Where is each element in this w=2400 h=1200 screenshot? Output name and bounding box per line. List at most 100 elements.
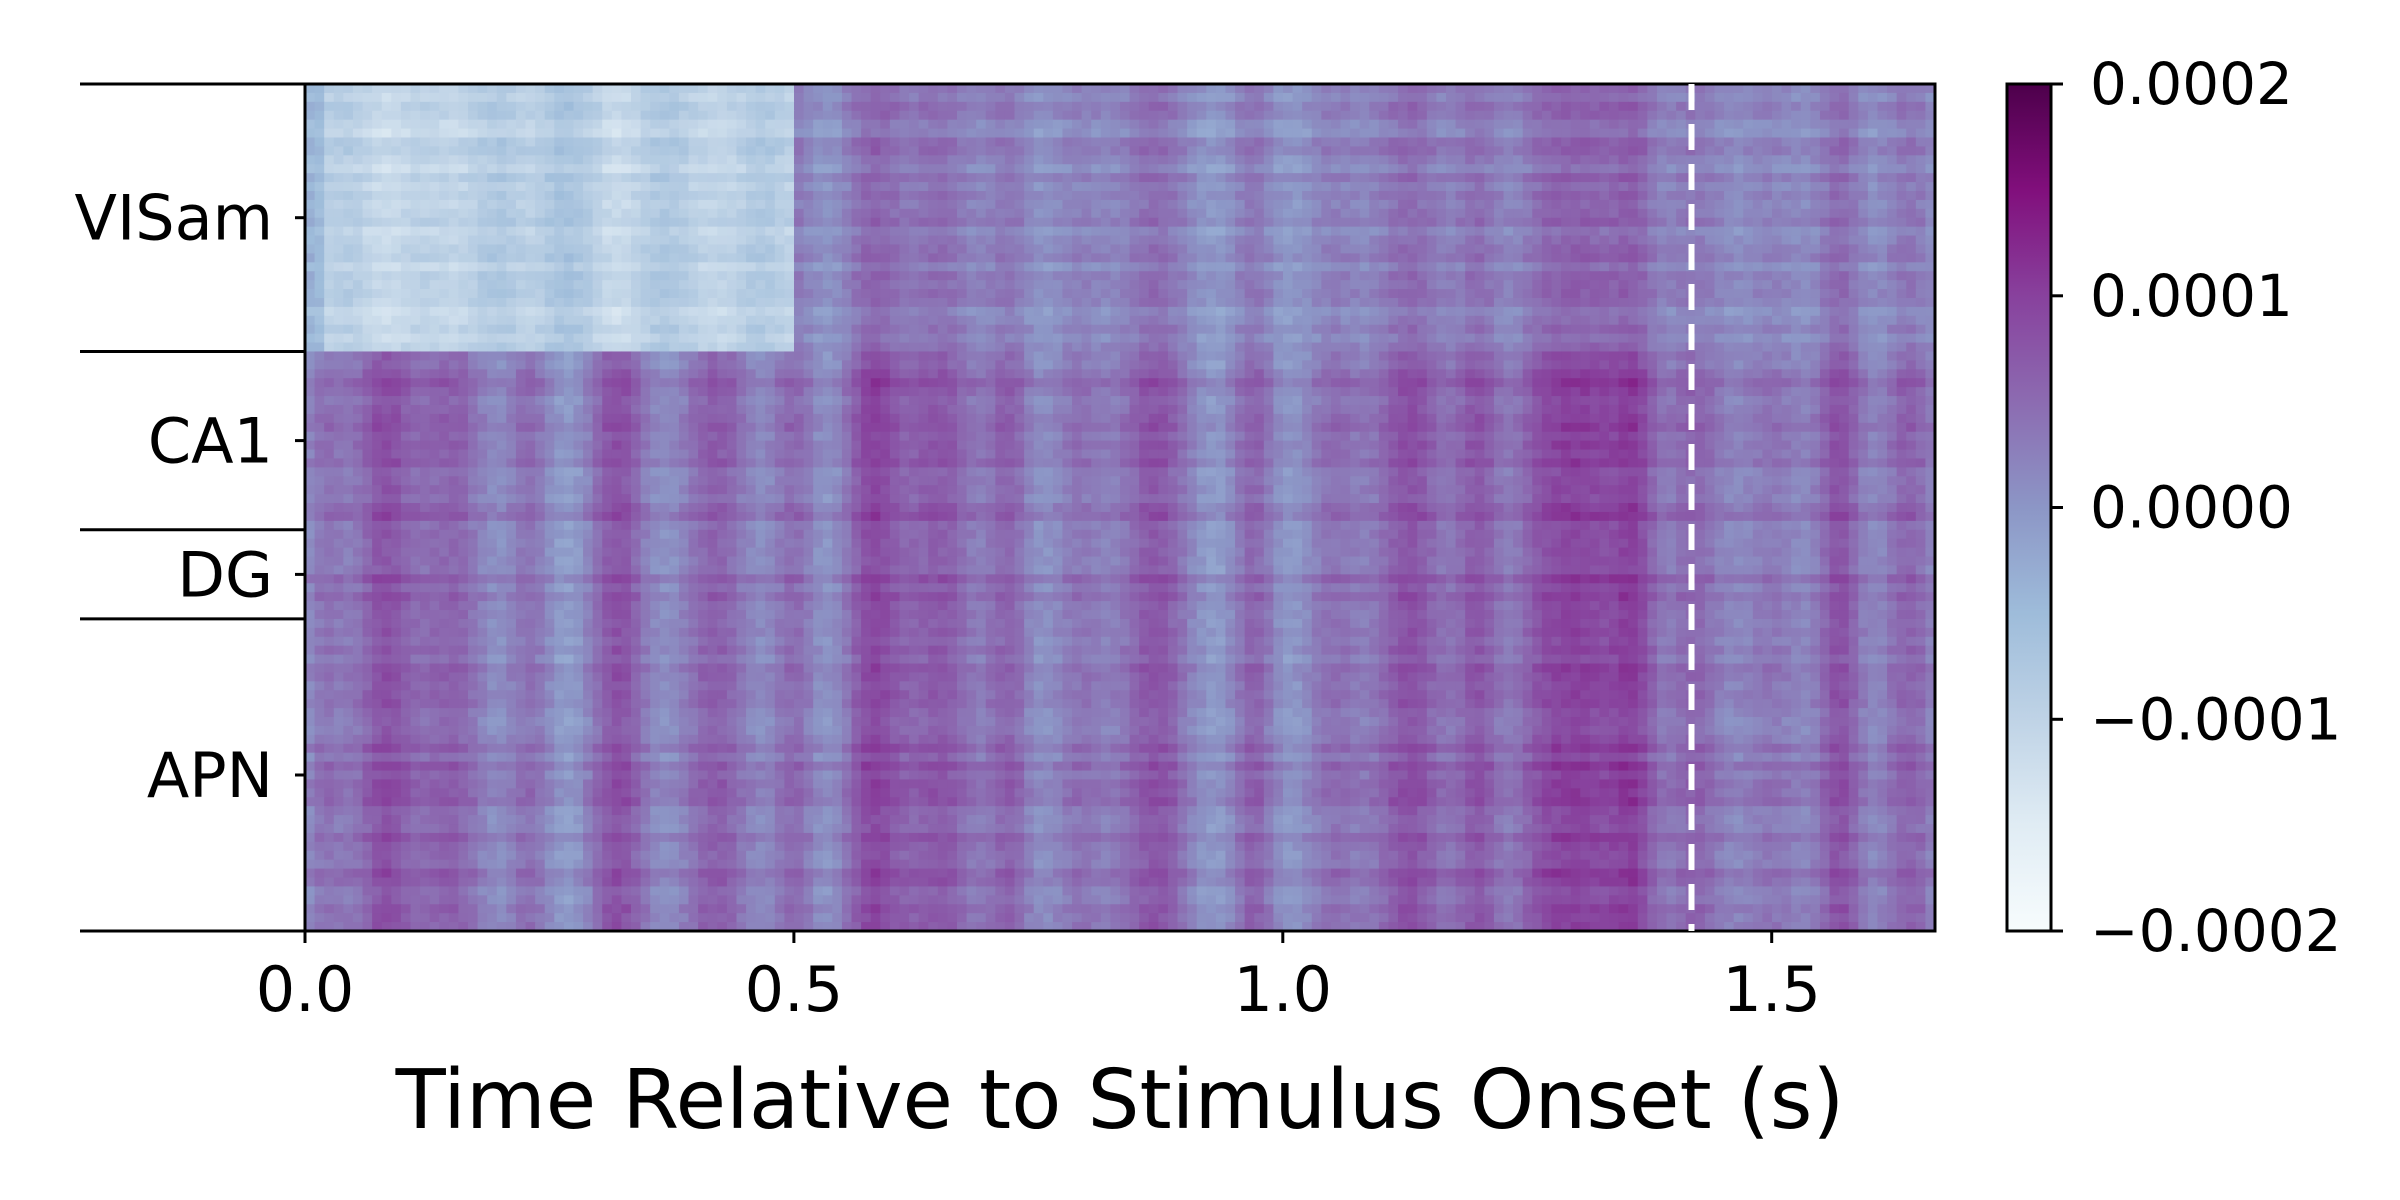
heatmap-cell — [1139, 333, 1150, 344]
heatmap-cell — [1273, 262, 1284, 272]
heatmap-cell — [1388, 101, 1399, 112]
heatmap-cell — [487, 128, 498, 139]
heatmap-cell — [1225, 101, 1236, 112]
heatmap-cell — [1196, 110, 1207, 121]
heatmap-cell — [1858, 217, 1869, 228]
heatmap-cell — [1446, 306, 1457, 317]
heatmap-cell — [1465, 262, 1476, 272]
heatmap-cell — [1743, 92, 1754, 103]
heatmap-cell — [870, 92, 881, 103]
heatmap-cell — [1302, 253, 1313, 263]
heatmap-cell — [1819, 84, 1831, 94]
heatmap-cell — [305, 199, 316, 210]
heatmap-cell — [420, 101, 431, 112]
heatmap-cell — [1666, 110, 1677, 121]
heatmap-cell — [746, 262, 757, 272]
heatmap-cell — [554, 110, 565, 121]
heatmap-cell — [372, 164, 383, 174]
heatmap-cell — [966, 253, 977, 263]
heatmap-cell — [1225, 280, 1236, 290]
heatmap-cell — [544, 110, 555, 121]
heatmap-cell — [841, 217, 853, 228]
heatmap-cell — [1283, 119, 1294, 130]
heatmap-cell — [1129, 262, 1140, 272]
heatmap-cell — [1052, 235, 1064, 246]
heatmap-cell — [1072, 324, 1083, 335]
heatmap-cell — [822, 297, 833, 308]
heatmap-cell — [1369, 244, 1380, 254]
heatmap-cell — [1436, 235, 1447, 246]
heatmap-cell — [1829, 199, 1840, 210]
heatmap-cell — [1522, 253, 1533, 263]
heatmap-cell — [1819, 324, 1831, 335]
heatmap-cell — [1091, 84, 1102, 94]
heatmap-cell — [1043, 217, 1054, 228]
heatmap-cell — [1810, 226, 1821, 237]
heatmap-cell — [899, 289, 910, 299]
heatmap-cell — [1618, 306, 1629, 317]
heatmap-cell — [746, 315, 757, 326]
heatmap-cell — [1618, 182, 1629, 192]
heatmap-cell — [985, 306, 996, 317]
heatmap-cell — [1800, 271, 1811, 281]
heatmap-cell — [659, 137, 670, 148]
heatmap-cell — [372, 137, 383, 148]
heatmap-cell — [487, 146, 498, 156]
heatmap-cell — [976, 164, 987, 174]
heatmap-cell — [1148, 226, 1159, 237]
heatmap-cell — [506, 324, 517, 335]
heatmap-cell — [468, 324, 479, 335]
heatmap-cell — [1484, 190, 1495, 201]
heatmap-cell — [381, 226, 392, 237]
heatmap-cell — [1522, 173, 1533, 183]
heatmap-cell — [621, 155, 632, 165]
heatmap-cell — [1503, 315, 1514, 326]
heatmap-cell — [1628, 271, 1639, 281]
heatmap-cell — [889, 333, 901, 344]
heatmap-cell — [458, 342, 469, 353]
heatmap-cell — [1589, 101, 1601, 112]
heatmap-cell — [1695, 173, 1706, 183]
heatmap-cell — [1110, 199, 1121, 210]
heatmap-cell — [688, 244, 699, 254]
heatmap-cell — [755, 110, 766, 121]
heatmap-cell — [1196, 137, 1207, 148]
heatmap-cell — [1158, 137, 1169, 148]
heatmap-cell — [1167, 333, 1179, 344]
heatmap-cell — [774, 306, 786, 317]
heatmap-cell — [535, 110, 546, 121]
heatmap-cell — [1772, 182, 1783, 192]
heatmap-cell — [1417, 315, 1428, 326]
heatmap-cell — [1580, 226, 1591, 237]
heatmap-cell — [985, 289, 996, 299]
heatmap-cell — [1925, 333, 1936, 344]
heatmap-cell — [1474, 226, 1485, 237]
heatmap-cell — [631, 190, 642, 201]
heatmap-cell — [1244, 315, 1255, 326]
heatmap-cell — [1925, 289, 1936, 299]
heatmap-cell — [352, 199, 364, 210]
heatmap-cell — [784, 92, 795, 103]
heatmap-cell — [937, 128, 949, 139]
heatmap-cell — [1072, 182, 1083, 192]
heatmap-cell — [1561, 289, 1572, 299]
heatmap-cell — [1474, 119, 1485, 130]
heatmap-cell — [1417, 119, 1428, 130]
heatmap-cell — [976, 315, 987, 326]
heatmap-cell — [1752, 333, 1764, 344]
heatmap-cell — [1148, 262, 1159, 272]
heatmap-cell — [717, 262, 728, 272]
heatmap-cell — [794, 333, 805, 344]
heatmap-cell — [535, 119, 546, 130]
heatmap-cell — [1493, 226, 1505, 237]
heatmap-cell — [928, 146, 939, 156]
heatmap-cell — [698, 190, 709, 201]
heatmap-cell — [333, 289, 344, 299]
heatmap-cell — [841, 173, 853, 183]
heatmap-cell — [1925, 182, 1936, 192]
heatmap-cell — [1484, 146, 1495, 156]
heatmap-cell — [1724, 155, 1735, 165]
heatmap-cell — [1052, 119, 1064, 130]
heatmap-cell — [429, 155, 440, 165]
heatmap-cell — [698, 208, 709, 219]
